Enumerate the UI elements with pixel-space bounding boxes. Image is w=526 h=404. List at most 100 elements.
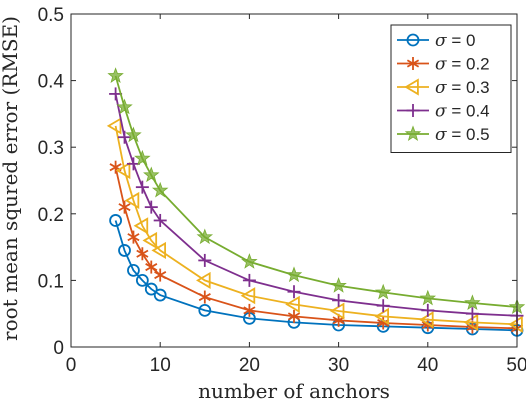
legend-label: σ = 0.5 — [435, 125, 490, 145]
data-point — [198, 253, 212, 267]
series-pentagram — [107, 67, 526, 315]
legend-entry: σ = 0.4 — [397, 102, 490, 122]
x-tick-label: 20 — [239, 355, 260, 376]
data-point — [143, 166, 160, 183]
data-point — [118, 130, 132, 144]
series-line — [114, 93, 518, 317]
data-point — [144, 282, 158, 296]
legend-entry: σ = 0.5 — [397, 125, 490, 145]
x-tick-label: 30 — [328, 355, 349, 376]
legend-symbol: σ — [435, 102, 447, 122]
data-point — [196, 271, 211, 289]
data-point — [419, 289, 437, 306]
y-axis-title: root mean squred error (RMSE) — [0, 16, 22, 341]
legend-value: = 0.3 — [447, 78, 490, 97]
data-point — [116, 98, 133, 115]
data-point — [118, 200, 131, 214]
data-point — [196, 228, 214, 245]
legend-label: σ = 0.4 — [435, 102, 490, 122]
data-point — [198, 303, 212, 317]
data-point — [133, 217, 149, 235]
legend-symbol: σ — [435, 125, 447, 145]
data-point — [109, 214, 122, 227]
data-point — [406, 104, 420, 117]
data-point — [106, 117, 122, 135]
series-triangle-left — [106, 117, 523, 333]
data-point — [118, 244, 131, 257]
legend-value: = 0.2 — [447, 55, 490, 74]
data-point — [151, 241, 167, 260]
y-tick-label: 0.1 — [38, 271, 64, 292]
data-point — [145, 260, 158, 274]
data-point — [240, 287, 256, 305]
y-tick-label: 0.3 — [38, 138, 64, 159]
data-point — [329, 302, 345, 320]
data-point — [421, 318, 434, 332]
data-point — [404, 125, 422, 142]
data-point — [285, 266, 303, 283]
x-tick-label: 50 — [506, 355, 526, 376]
legend-entry: σ = 0.3 — [397, 78, 490, 98]
data-point — [135, 180, 149, 194]
axes-box — [70, 13, 518, 348]
data-point — [465, 307, 479, 321]
data-point — [376, 299, 390, 313]
x-tick-label: 10 — [150, 355, 171, 376]
data-point — [107, 67, 124, 83]
data-point — [242, 273, 256, 287]
data-point — [135, 273, 149, 287]
data-point — [285, 295, 300, 313]
data-point — [127, 230, 140, 244]
data-point — [377, 316, 390, 330]
data-point — [464, 294, 481, 311]
data-point — [241, 253, 258, 269]
data-point — [136, 247, 149, 261]
data-point — [406, 33, 420, 47]
data-point — [144, 200, 158, 214]
data-point — [332, 293, 346, 307]
plot-area — [106, 67, 526, 337]
data-point — [125, 126, 142, 143]
data-point — [153, 288, 167, 302]
x-tick-label: 40 — [417, 355, 438, 376]
data-point — [419, 311, 434, 329]
data-point — [124, 191, 140, 210]
series-line — [114, 166, 518, 330]
legend-value: = 0 — [447, 31, 476, 50]
data-point — [198, 290, 211, 304]
data-point — [243, 303, 256, 317]
y-tick-label: 0.5 — [38, 5, 64, 26]
x-tick-label: 0 — [66, 355, 77, 376]
legend-entry: σ = 0.2 — [397, 55, 490, 75]
y-tick-label: 0.2 — [38, 205, 64, 226]
legend: σ = 0σ = 0.2σ = 0.3σ = 0.4σ = 0.5 — [390, 24, 512, 153]
data-point — [374, 283, 392, 300]
y-tick-label: 0 — [53, 338, 64, 359]
data-point — [508, 315, 523, 333]
legend-entry: σ = 0 — [397, 31, 475, 51]
data-point — [153, 213, 167, 227]
data-point — [421, 303, 435, 317]
legend-value: = 0.5 — [447, 125, 490, 144]
legend-label: σ = 0 — [435, 31, 475, 51]
data-point — [287, 285, 301, 299]
x-axis-title: number of anchors — [198, 379, 390, 403]
data-point — [127, 264, 140, 277]
legend-symbol: σ — [435, 78, 447, 98]
data-point — [406, 57, 420, 70]
series-line — [114, 125, 518, 326]
series-line — [114, 220, 518, 332]
data-point — [154, 268, 167, 282]
data-point — [330, 277, 347, 293]
axes: 0 10 20 30 40 50 0 0.1 0.2 0.3 0.4 0.5 — [38, 5, 526, 376]
data-point — [287, 309, 301, 323]
data-point — [115, 161, 131, 180]
legend-label: σ = 0.2 — [435, 55, 490, 75]
data-point — [463, 313, 479, 331]
data-point — [134, 149, 151, 166]
data-point — [151, 181, 169, 198]
series-asterisk — [109, 160, 524, 335]
legend-label: σ = 0.3 — [435, 78, 490, 98]
y-tick-label: 0.4 — [38, 72, 65, 93]
